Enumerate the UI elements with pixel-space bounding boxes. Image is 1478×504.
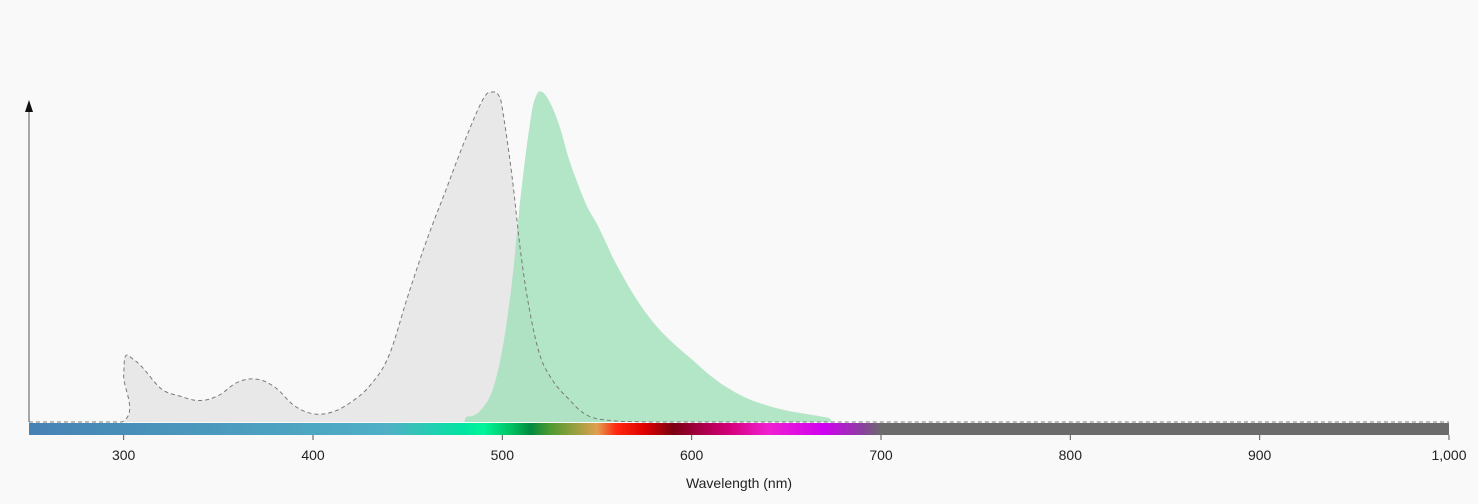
x-tick-label: 300: [112, 447, 136, 463]
spectrum-bar: [29, 423, 1449, 435]
x-tick-label: 400: [301, 447, 325, 463]
x-axis-title: Wavelength (nm): [686, 475, 792, 491]
x-tick-label: 500: [491, 447, 515, 463]
wavelength-color-bar: [29, 423, 1449, 435]
excitation-outline: [28, 91, 1449, 423]
x-tick-label: 900: [1248, 447, 1272, 463]
plot-area: [28, 91, 1449, 423]
x-tick-label: 800: [1059, 447, 1083, 463]
x-tick-label: 700: [869, 447, 893, 463]
arrow-up-icon: [25, 100, 33, 112]
x-tick-label: 600: [680, 447, 704, 463]
excitation-area: [29, 91, 1449, 422]
emission-area: [464, 91, 832, 422]
y-axis: [25, 100, 33, 422]
x-axis-ticks: 300 400 500 600 700 800 900 1,000: [112, 435, 1467, 463]
x-tick-label: 1,000: [1431, 447, 1466, 463]
